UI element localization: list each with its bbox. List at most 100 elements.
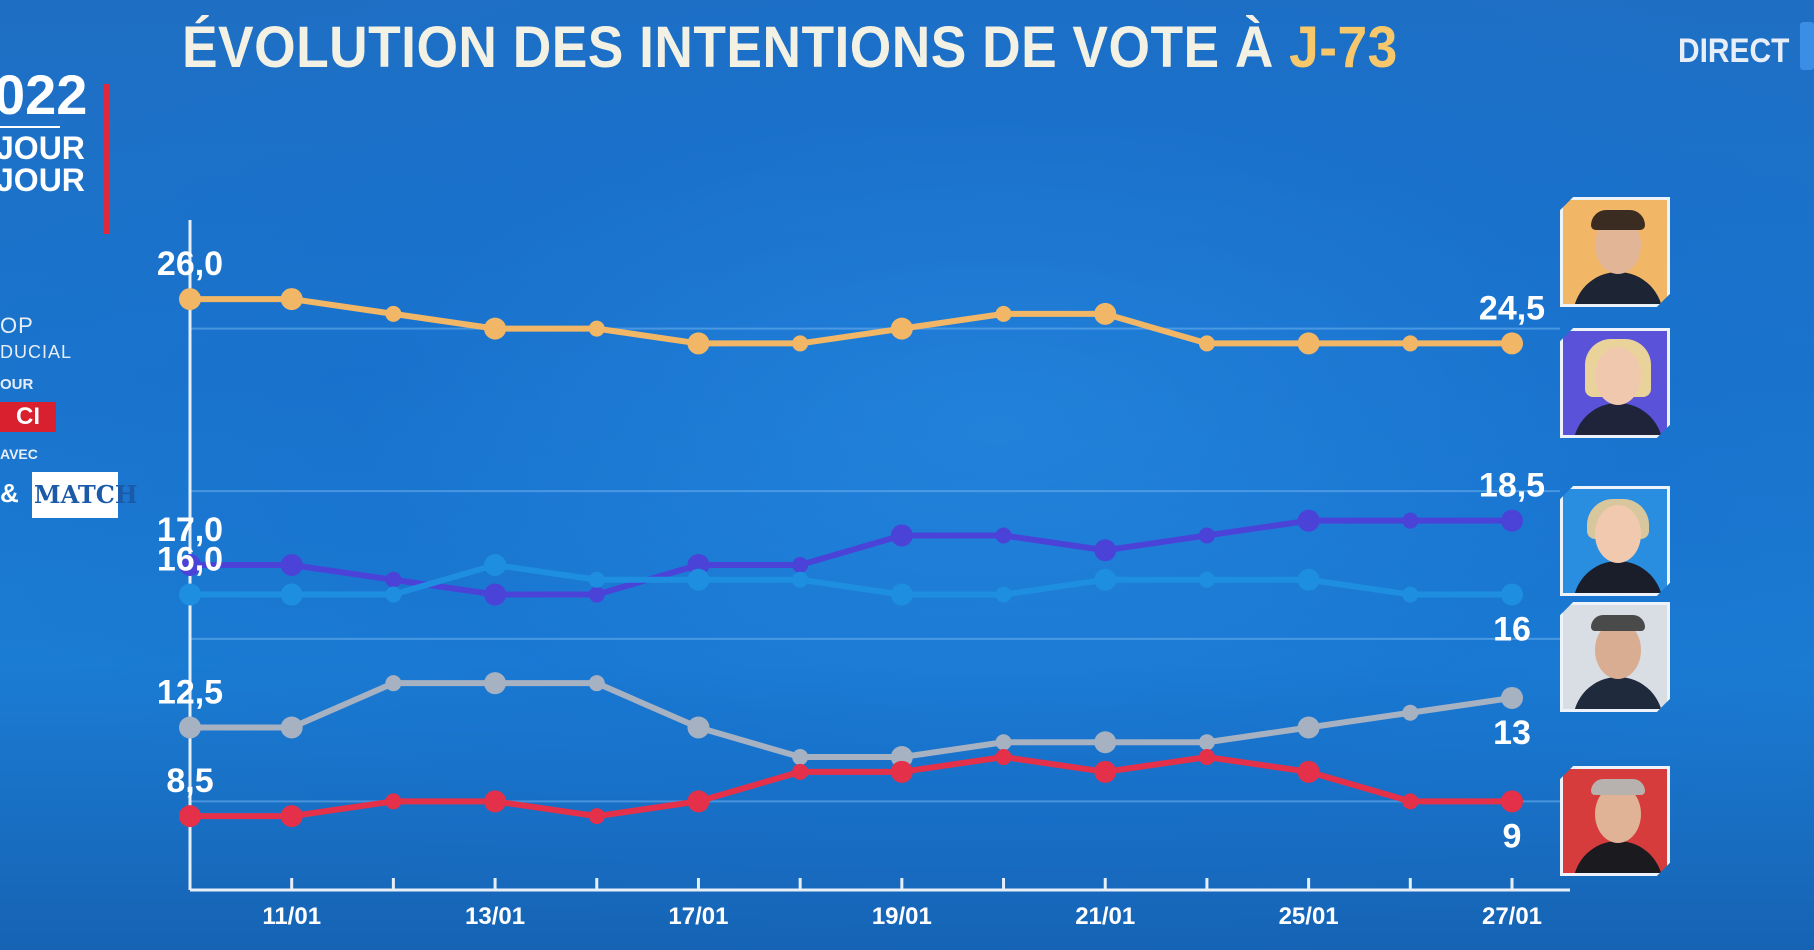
data-point-pecresse (890, 583, 913, 606)
data-point-pecresse (1094, 568, 1117, 591)
channel-logo: CI (0, 402, 56, 432)
series-line-macron (187, 296, 1515, 347)
data-point-zemmour (687, 716, 710, 739)
candidate-photo-macron (1560, 197, 1670, 307)
data-point-macron (588, 320, 605, 337)
data-point-lepen (385, 571, 402, 588)
data-point-zemmour (1198, 734, 1215, 751)
data-point-macron (385, 305, 402, 322)
data-point-lepen (280, 554, 303, 576)
x-tick-label: 13/01 (465, 903, 525, 930)
live-badge: DIRECT (1678, 32, 1790, 70)
end-value-label-macron: 24,5 (1479, 289, 1545, 327)
data-point-zemmour (792, 749, 809, 766)
data-point-melenchon (280, 805, 303, 828)
candidate-photo-zemmour (1560, 602, 1670, 712)
x-tick-label: 21/01 (1075, 903, 1135, 930)
data-point-pecresse (792, 571, 809, 588)
x-tick-label: 25/01 (1279, 903, 1339, 930)
data-point-lepen (890, 524, 913, 547)
data-point-macron (1501, 332, 1523, 355)
data-point-melenchon (484, 790, 507, 813)
data-point-macron (484, 317, 507, 340)
brand-rule (0, 126, 60, 128)
data-point-macron (890, 317, 913, 340)
data-point-pecresse (1501, 583, 1523, 606)
data-point-lepen (1198, 527, 1215, 544)
data-point-macron (179, 288, 201, 311)
start-value-label-melenchon: 8,5 (166, 762, 213, 800)
candidate-photo-lepen (1560, 328, 1670, 438)
data-point-zemmour (1094, 731, 1117, 754)
end-value-label-melenchon: 9 (1503, 817, 1522, 855)
series-line-zemmour (187, 680, 1515, 761)
brand-year: 022 (0, 63, 88, 126)
data-point-macron (995, 305, 1012, 322)
start-value-label-zemmour: 12,5 (157, 674, 223, 712)
data-point-lepen (1297, 509, 1320, 532)
start-value-label-macron: 26,0 (157, 245, 223, 283)
candidate-photo-pecresse (1560, 486, 1670, 596)
title-highlight: J-73 (1289, 15, 1398, 80)
data-point-lepen (792, 557, 809, 573)
data-point-pecresse (1402, 586, 1419, 603)
title-main: ÉVOLUTION DES INTENTIONS DE VOTE À (182, 15, 1290, 80)
data-point-melenchon (1297, 760, 1320, 783)
data-point-macron (1402, 335, 1419, 352)
start-value-label-pecresse: 16,0 (157, 541, 223, 579)
data-point-melenchon (179, 805, 201, 828)
series-line-lepen (187, 517, 1515, 598)
end-value-label-lepen: 18,5 (1479, 467, 1545, 505)
brand-line1: JOUR (0, 130, 85, 166)
data-point-melenchon (1094, 760, 1117, 783)
end-value-label-zemmour: 13 (1493, 714, 1531, 752)
data-point-lepen (995, 527, 1012, 544)
data-point-pecresse (179, 583, 201, 606)
data-point-zemmour (1297, 716, 1320, 739)
x-tick-label: 27/01 (1482, 903, 1542, 930)
data-point-zemmour (484, 672, 507, 695)
data-point-melenchon (385, 793, 402, 810)
data-point-macron (792, 335, 809, 352)
data-point-zemmour (385, 675, 402, 692)
brand-avec: AVEC (0, 446, 38, 462)
brand-red-stroke (104, 84, 109, 234)
data-point-zemmour (1501, 686, 1523, 709)
candidate-photo-melenchon (1560, 766, 1670, 876)
data-point-lepen (588, 586, 605, 603)
data-point-melenchon (792, 763, 809, 780)
data-point-pecresse (484, 554, 507, 576)
data-point-melenchon (995, 749, 1012, 766)
brand-ampersand: & (0, 478, 19, 508)
data-point-pecresse (1198, 571, 1215, 588)
data-point-pecresse (280, 583, 303, 606)
data-point-pecresse (385, 586, 402, 603)
program-branding: 022 JOUR JOUR OP DUCIAL OUR CI AVEC & MA… (0, 56, 138, 526)
data-point-lepen (484, 583, 507, 606)
series-line-pecresse (187, 562, 1515, 598)
data-point-macron (1198, 335, 1215, 352)
partner-logo: MATCH (32, 472, 138, 518)
data-point-zemmour (280, 716, 303, 739)
data-point-melenchon (1198, 749, 1215, 766)
pollster-logo: OP (0, 313, 34, 338)
data-point-melenchon (687, 790, 710, 813)
data-point-macron (280, 288, 303, 311)
data-point-zemmour (179, 716, 201, 739)
pollster-subtitle: DUCIAL (0, 342, 73, 362)
data-point-lepen (179, 554, 201, 576)
data-point-melenchon (1501, 790, 1523, 813)
data-point-macron (1297, 332, 1320, 355)
x-tick-label: 11/01 (262, 903, 321, 930)
data-point-zemmour (588, 675, 605, 692)
data-point-lepen (1094, 539, 1117, 562)
data-point-macron (687, 332, 710, 355)
end-value-label-pecresse: 16 (1493, 611, 1531, 649)
live-indicator (1800, 22, 1814, 70)
chart-title: ÉVOLUTION DES INTENTIONS DE VOTE À J-73 (182, 14, 1398, 81)
data-point-pecresse (687, 568, 710, 591)
series-line-melenchon (187, 754, 1515, 820)
data-point-lepen (1402, 512, 1419, 529)
data-point-zemmour (995, 734, 1012, 751)
